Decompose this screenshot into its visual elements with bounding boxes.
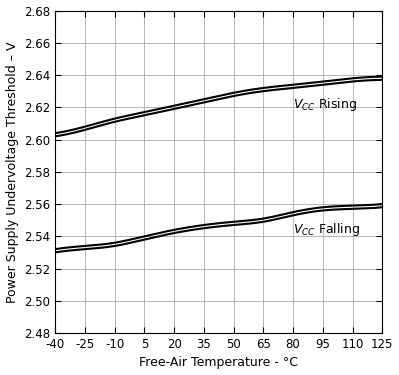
Text: $V_{CC}$ Falling: $V_{CC}$ Falling bbox=[293, 221, 360, 238]
Y-axis label: Power Supply Undervoltage Threshold – V: Power Supply Undervoltage Threshold – V bbox=[6, 41, 19, 303]
Text: $V_{CC}$ Rising: $V_{CC}$ Rising bbox=[293, 96, 357, 112]
X-axis label: Free-Air Temperature - °C: Free-Air Temperature - °C bbox=[139, 357, 298, 369]
